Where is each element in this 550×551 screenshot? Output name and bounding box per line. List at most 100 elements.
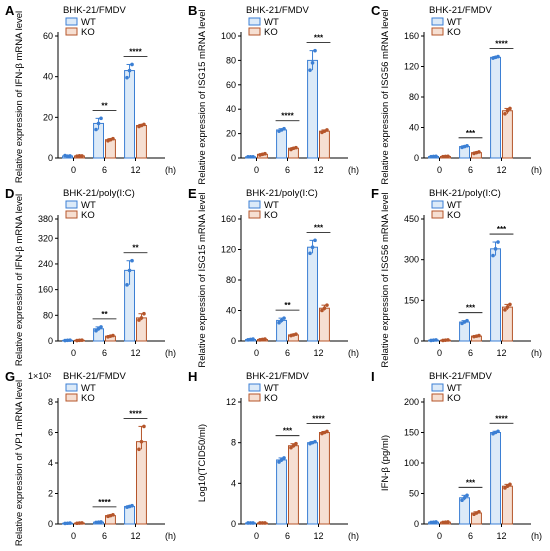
chart-title: BHK-21/poly(I:C) [429, 188, 501, 199]
legend-swatch-ko [431, 393, 444, 402]
significance-label: **** [312, 414, 325, 423]
y-tick-label: 4 [231, 478, 236, 488]
x-tick-label: 0 [254, 165, 259, 175]
chart-panel-a: A BHK-21/FMDV Relative expression of IFN-β… [5, 3, 176, 183]
chart-title: BHK-21/poly(I:C) [63, 188, 135, 199]
bar-ko [319, 307, 330, 342]
x-unit-label: (h) [348, 348, 359, 358]
y-tick-label: 80 [409, 92, 419, 102]
data-point-wt [127, 268, 132, 273]
y-tick-label: 0 [48, 519, 53, 529]
data-point-wt [94, 127, 98, 132]
data-point-wt [465, 144, 469, 148]
significance-label: *** [314, 223, 324, 232]
legend-label-wt: WT [264, 200, 279, 211]
data-point-ko [477, 510, 481, 514]
significance-label: *** [466, 129, 476, 138]
significance-label: **** [495, 40, 508, 49]
bar-wt [307, 59, 319, 159]
y-tick-label: 320 [38, 233, 53, 243]
data-point-wt [465, 318, 469, 323]
data-point-ko [137, 447, 141, 452]
chart-panel-e: E BHK-21/poly(I:C) Relative expression of … [188, 186, 359, 368]
bar-ko [502, 110, 513, 159]
data-point-wt [251, 521, 255, 525]
significance-label: ** [101, 101, 108, 110]
data-point-wt [251, 337, 255, 341]
y-tick-label: 450 [404, 214, 419, 224]
y-tick-label: 160 [38, 285, 53, 295]
significance-label: ** [132, 244, 139, 253]
legend-swatch-wt [431, 17, 444, 26]
legend-swatch-ko [431, 210, 444, 219]
data-point-wt [251, 154, 255, 159]
y-tick-label: 40 [43, 72, 53, 82]
y-axis-label: Relative expression of ISG15 mRNA level [197, 9, 208, 184]
data-point-wt [99, 520, 103, 524]
data-point-wt [496, 429, 500, 434]
y-axis-label: Relative expression of IFN-β mRNA level [14, 11, 25, 183]
data-point-ko [258, 521, 262, 525]
legend-label-ko: KO [264, 393, 278, 404]
legend-swatch-wt [65, 200, 78, 209]
data-point-wt [282, 316, 286, 320]
data-point-ko [477, 150, 481, 154]
y-tick-label: 80 [226, 275, 236, 285]
y-tick-label: 60 [43, 31, 53, 41]
data-point-ko [294, 441, 298, 446]
y-axis-label: Relative expression of ISG56 mRNA level [380, 192, 391, 367]
x-unit-label: (h) [165, 531, 176, 541]
bar-ko [136, 124, 147, 159]
y-axis-label: Relative expression of VP1 mRNA level [14, 380, 25, 546]
significance-label: *** [283, 427, 293, 436]
bar-ko [319, 130, 330, 159]
data-point-wt [277, 460, 281, 464]
y-tick-label: 200 [404, 397, 419, 407]
bar-ko [319, 432, 330, 525]
x-tick-label: 6 [285, 165, 290, 175]
data-point-wt [496, 240, 500, 244]
data-point-ko [446, 338, 450, 342]
x-tick-label: 0 [437, 165, 442, 175]
y-tick-label: 150 [404, 295, 419, 305]
data-point-ko [263, 521, 267, 525]
data-point-wt [310, 245, 315, 250]
x-tick-label: 0 [437, 531, 442, 541]
data-point-ko [142, 424, 146, 429]
significance-label: **** [129, 409, 142, 418]
significance-label: **** [129, 47, 142, 56]
x-unit-label: (h) [348, 531, 359, 541]
data-point-wt [308, 68, 312, 72]
panel-letter: H [188, 369, 197, 384]
data-point-ko [294, 145, 298, 150]
data-point-ko [111, 333, 115, 338]
data-point-ko [111, 513, 115, 517]
data-point-ko [263, 151, 267, 156]
data-point-wt [279, 458, 284, 462]
legend-swatch-ko [65, 210, 78, 219]
data-point-ko [263, 337, 267, 341]
x-tick-label: 0 [71, 531, 76, 541]
chart-panel-f: F BHK-21/poly(I:C) Relative expression of … [371, 186, 542, 368]
chart-title: BHK-21/poly(I:C) [246, 188, 318, 199]
chart-panel-d: D BHK-21/poly(I:C) Relative expression of … [5, 186, 176, 366]
data-point-wt [313, 238, 317, 243]
x-tick-label: 0 [254, 531, 259, 541]
data-point-wt [313, 439, 317, 444]
legend-label-ko: KO [81, 210, 95, 221]
legend-swatch-wt [431, 200, 444, 209]
data-point-ko [325, 429, 329, 434]
legend-swatch-ko [248, 210, 261, 219]
panel-letter: C [371, 3, 381, 18]
x-tick-label: 12 [130, 348, 140, 358]
bar-wt [307, 442, 319, 525]
legend-swatch-wt [248, 17, 261, 26]
data-point-wt [246, 521, 250, 525]
bar-wt [124, 70, 136, 159]
x-tick-label: 0 [71, 348, 76, 358]
y-tick-label: 2 [48, 489, 53, 499]
chart-panel-b: B BHK-21/FMDV Relative expression of ISG15… [188, 3, 359, 185]
y-tick-label: 150 [404, 428, 419, 438]
